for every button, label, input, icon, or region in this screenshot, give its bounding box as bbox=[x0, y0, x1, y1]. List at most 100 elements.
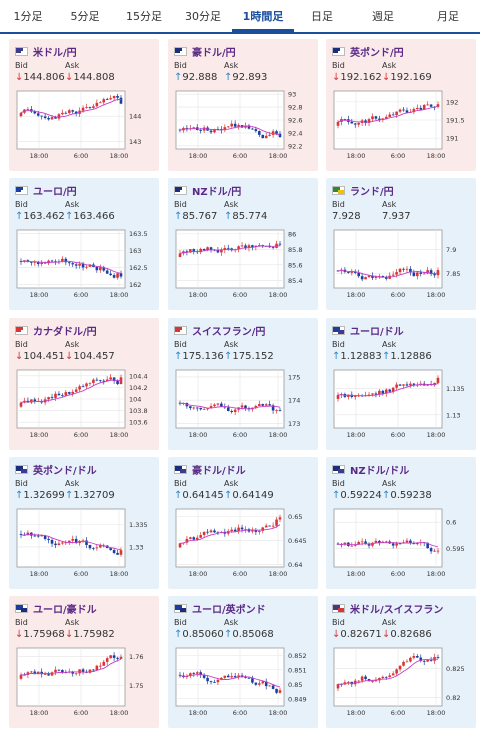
currency-pair[interactable]: 米ドル/円 bbox=[15, 45, 77, 59]
rate-card[interactable]: カナダドル/円 Bid Ask ↓104.451 ↓104.457 104.4 1… bbox=[9, 318, 159, 450]
rate-card[interactable]: 英ポンド/ドル Bid Ask ↑1.32699 ↑1.32709 1.335 1… bbox=[9, 457, 159, 589]
candlestick-chart[interactable]: 1.135 1.13 18:00 6:00 18:00 bbox=[332, 368, 470, 444]
tab-2[interactable]: 15分足 bbox=[126, 10, 162, 23]
currency-pair[interactable]: 豪ドル/ドル bbox=[174, 463, 246, 477]
currency-pair[interactable]: 米ドル/スイスフラン bbox=[332, 602, 444, 616]
pair-name[interactable]: ユーロ/英ポンド bbox=[192, 604, 266, 616]
candle-body bbox=[350, 272, 354, 273]
candle-body bbox=[213, 530, 216, 533]
x-tick-label: 18:00 bbox=[110, 431, 129, 439]
rate-card[interactable]: ユーロ/円 Bid Ask ↑163.462 ↑163.466 163.5 163… bbox=[9, 178, 159, 310]
candlestick-chart[interactable]: 0.852 0.851 0.85 0.849 18:00 6:00 18:00 bbox=[174, 646, 312, 722]
y-tick-label: 174 bbox=[288, 397, 300, 405]
candle-body bbox=[112, 550, 116, 553]
candle-body bbox=[192, 249, 196, 252]
rate-card[interactable]: 英ポンド/円 Bid Ask ↓192.162 ↓192.169 192 191.… bbox=[326, 39, 476, 171]
pair-name[interactable]: 米ドル/スイスフラン bbox=[350, 604, 444, 616]
candle-body bbox=[419, 657, 423, 661]
currency-pair[interactable]: 豪ドル/円 bbox=[174, 45, 236, 59]
tab-6[interactable]: 週足 bbox=[372, 10, 394, 23]
candle-body bbox=[384, 116, 388, 119]
candle-body bbox=[371, 275, 374, 278]
candlestick-chart[interactable]: 7.9 7.85 18:00 6:00 18:00 bbox=[332, 228, 470, 304]
currency-pair[interactable]: ユーロ/英ポンド bbox=[174, 602, 266, 616]
bid-label: Bid bbox=[332, 200, 345, 209]
currency-pair[interactable]: ユーロ/豪ドル bbox=[15, 602, 97, 616]
tab-1[interactable]: 5分足 bbox=[70, 10, 100, 23]
pair-name[interactable]: 米ドル/円 bbox=[33, 47, 77, 59]
rate-card[interactable]: 米ドル/円 Bid Ask ↓144.806 ↓144.808 144 143 18… bbox=[9, 39, 159, 171]
tab-0[interactable]: 1分足 bbox=[13, 10, 43, 23]
candlestick-chart[interactable]: 86 85.8 85.6 85.4 18:00 6:00 18:00 bbox=[174, 228, 312, 304]
rate-card[interactable]: NZドル/ドル Bid Ask ↑0.59224 ↑0.59238 0.6 0.5… bbox=[326, 457, 476, 589]
ask-value: ↑163.466 bbox=[65, 211, 115, 222]
candlestick-chart[interactable]: 1.335 1.33 18:00 6:00 18:00 bbox=[15, 507, 153, 583]
rate-card[interactable]: ユーロ/英ポンド Bid Ask ↑0.85060 ↑0.85068 0.852… bbox=[168, 596, 318, 728]
rate-card[interactable]: ユーロ/ドル Bid Ask ↑1.12883 ↑1.12886 1.135 1.… bbox=[326, 318, 476, 450]
pair-name[interactable]: カナダドル/円 bbox=[33, 326, 97, 338]
candle-body bbox=[254, 530, 258, 532]
pair-name[interactable]: 英ポンド/ドル bbox=[33, 465, 97, 477]
bid-label: Bid bbox=[15, 61, 28, 70]
currency-pair[interactable]: スイスフラン/円 bbox=[174, 324, 266, 338]
pair-name[interactable]: スイスフラン/円 bbox=[192, 326, 266, 338]
rate-card[interactable]: 豪ドル/ドル Bid Ask ↑0.64145 ↑0.64149 0.65 0.6… bbox=[168, 457, 318, 589]
currency-pair[interactable]: 英ポンド/ドル bbox=[15, 463, 97, 477]
candlestick-chart[interactable]: 0.825 0.82 18:00 6:00 18:00 bbox=[332, 646, 470, 722]
pair-name[interactable]: 豪ドル/ドル bbox=[192, 465, 246, 477]
pair-name[interactable]: 英ポンド/円 bbox=[350, 47, 404, 59]
candle-body bbox=[268, 685, 271, 687]
candlestick-chart[interactable]: 192 191.5 191 18:00 6:00 18:00 bbox=[332, 89, 470, 165]
timeframe-tabs: 1分足 5分足 15分足 30分足 1時間足 日足 週足 月足 bbox=[0, 0, 480, 34]
pair-name[interactable]: ユーロ/豪ドル bbox=[33, 604, 97, 616]
candle-body bbox=[347, 681, 350, 683]
candlestick-chart[interactable]: 104.4 104.2 104 103.8 103.6 18:00 6:00 18:00 bbox=[15, 368, 153, 444]
candle-body bbox=[223, 675, 227, 678]
candle-body bbox=[74, 389, 78, 392]
plot-area bbox=[333, 369, 443, 429]
candle-body bbox=[371, 393, 374, 395]
candlestick-chart[interactable]: 0.65 0.645 0.64 18:00 6:00 18:00 bbox=[174, 507, 312, 583]
candlestick-chart[interactable]: 0.6 0.595 18:00 6:00 18:00 bbox=[332, 507, 470, 583]
candlestick-chart[interactable]: 144 143 18:00 6:00 18:00 bbox=[15, 89, 153, 165]
currency-pair[interactable]: カナダドル/円 bbox=[15, 324, 97, 338]
candle-body bbox=[33, 535, 37, 537]
tab-3[interactable]: 30分足 bbox=[185, 10, 221, 23]
currency-pair[interactable]: ランド/円 bbox=[332, 184, 394, 198]
pair-name[interactable]: NZドル/円 bbox=[192, 186, 242, 198]
currency-pair[interactable]: ユーロ/円 bbox=[15, 184, 77, 198]
currency-pair[interactable]: NZドル/円 bbox=[174, 184, 242, 198]
candle-body bbox=[436, 377, 440, 383]
rate-card[interactable]: 米ドル/スイスフラン Bid Ask ↓0.82671 ↓0.82686 0.8… bbox=[326, 596, 476, 728]
pair-name[interactable]: ランド/円 bbox=[350, 186, 394, 198]
rate-card[interactable]: NZドル/円 Bid Ask ↑85.767 ↑85.774 86 85.8 85.… bbox=[168, 178, 318, 310]
rate-card[interactable]: ユーロ/豪ドル Bid Ask ↓1.75968 ↓1.75982 1.76 1.… bbox=[9, 596, 159, 728]
rate-card[interactable]: スイスフラン/円 Bid Ask ↑175.136 ↑175.152 175 17… bbox=[168, 318, 318, 450]
tab-5[interactable]: 日足 bbox=[311, 10, 333, 23]
pair-name[interactable]: NZドル/ドル bbox=[350, 465, 410, 477]
tab-7[interactable]: 月足 bbox=[437, 10, 459, 23]
candlestick-chart[interactable]: 175 174 173 18:00 6:00 18:00 bbox=[174, 368, 312, 444]
candle-body bbox=[371, 681, 374, 682]
rate-card[interactable]: ランド/円 Bid Ask 7.928 7.937 7.9 7.85 18:00 6:… bbox=[326, 178, 476, 310]
moving-average-line bbox=[20, 379, 122, 404]
pair-name[interactable]: ユーロ/ドル bbox=[350, 326, 404, 338]
trend-arrow-icon: ↓ bbox=[15, 72, 24, 83]
currency-pair[interactable]: 英ポンド/円 bbox=[332, 45, 404, 59]
candlestick-chart[interactable]: 163.5 163 162.5 162 18:00 6:00 18:00 bbox=[15, 228, 153, 304]
pair-name[interactable]: ユーロ/円 bbox=[33, 186, 77, 198]
currency-pair[interactable]: NZドル/ドル bbox=[332, 463, 410, 477]
candle-body bbox=[57, 114, 61, 119]
candle-body bbox=[433, 274, 436, 276]
candle-body bbox=[109, 98, 112, 100]
candle-body bbox=[371, 116, 374, 120]
candlestick-chart[interactable]: 93 92.8 92.6 92.4 92.2 18:00 6:00 18:00 bbox=[174, 89, 312, 165]
currency-pair[interactable]: ユーロ/ドル bbox=[332, 324, 404, 338]
candlestick-chart[interactable]: 1.76 1.75 18:00 6:00 18:00 bbox=[15, 646, 153, 722]
pair-name[interactable]: 豪ドル/円 bbox=[192, 47, 236, 59]
ask-label: Ask bbox=[382, 340, 397, 349]
candle-body bbox=[426, 542, 429, 549]
tab-4[interactable]: 1時間足 bbox=[232, 0, 294, 32]
rate-card[interactable]: 豪ドル/円 Bid Ask ↑92.888 ↑92.893 93 92.8 92.6… bbox=[168, 39, 318, 171]
ask-price: 0.59238 bbox=[390, 490, 432, 501]
